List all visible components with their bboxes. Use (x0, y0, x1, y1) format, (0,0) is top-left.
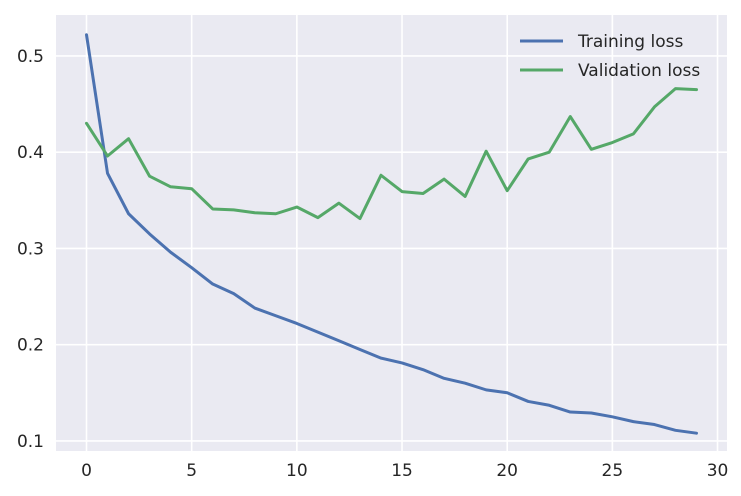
series-layer (85, 33, 698, 435)
y-tick-label: 0.1 (17, 432, 44, 452)
validation-loss-line (85, 87, 698, 221)
x-tick-label: 5 (186, 461, 197, 481)
x-tick-label: 0 (81, 461, 92, 481)
y-axis-ticks: 0.1 0.2 0.3 0.4 0.5 (17, 47, 44, 452)
legend-label-training-loss: Training loss (577, 32, 683, 52)
x-tick-label: 30 (707, 461, 729, 481)
x-axis-ticks: 0 5 10 15 20 25 30 (81, 461, 728, 481)
grid-lines (56, 15, 727, 451)
y-tick-label: 0.2 (17, 336, 44, 356)
y-tick-label: 0.4 (17, 143, 44, 163)
x-tick-label: 15 (391, 461, 413, 481)
x-tick-label: 25 (602, 461, 624, 481)
training-loss-line (85, 33, 698, 435)
legend: Training loss Validation loss (520, 32, 700, 81)
legend-label-validation-loss: Validation loss (578, 61, 700, 81)
y-tick-label: 0.3 (17, 239, 44, 259)
plot-area (56, 15, 727, 451)
x-tick-label: 20 (496, 461, 518, 481)
x-tick-label: 10 (286, 461, 308, 481)
y-tick-label: 0.5 (17, 47, 44, 67)
